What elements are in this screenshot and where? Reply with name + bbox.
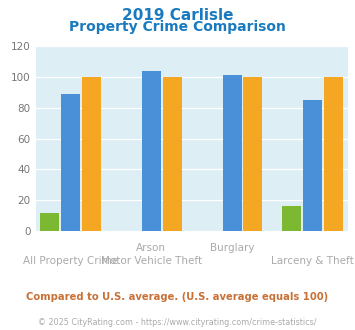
- Text: Burglary: Burglary: [210, 243, 254, 253]
- Bar: [282, 206, 301, 231]
- Bar: [303, 100, 322, 231]
- Text: Compared to U.S. average. (U.S. average equals 100): Compared to U.S. average. (U.S. average …: [26, 292, 329, 302]
- Text: Property Crime Comparison: Property Crime Comparison: [69, 20, 286, 34]
- Bar: [223, 76, 241, 231]
- Bar: [324, 77, 343, 231]
- Text: Motor Vehicle Theft: Motor Vehicle Theft: [101, 256, 202, 266]
- Bar: [244, 77, 262, 231]
- Text: © 2025 CityRating.com - https://www.cityrating.com/crime-statistics/: © 2025 CityRating.com - https://www.city…: [38, 318, 317, 327]
- Bar: [40, 213, 59, 231]
- Bar: [82, 77, 101, 231]
- Bar: [142, 71, 161, 231]
- Text: Arson: Arson: [136, 243, 166, 253]
- Text: 2019 Carlisle: 2019 Carlisle: [122, 8, 233, 23]
- Bar: [163, 77, 182, 231]
- Text: All Property Crime: All Property Crime: [23, 256, 118, 266]
- Bar: [61, 94, 80, 231]
- Text: Larceny & Theft: Larceny & Theft: [271, 256, 354, 266]
